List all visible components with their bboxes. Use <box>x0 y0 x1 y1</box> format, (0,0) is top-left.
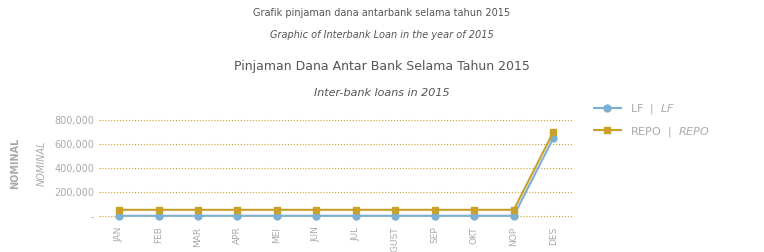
Text: Pinjaman Dana Antar Bank Selama Tahun 2015: Pinjaman Dana Antar Bank Selama Tahun 20… <box>234 60 530 74</box>
Text: Inter-bank loans in 2015: Inter-bank loans in 2015 <box>314 88 450 98</box>
Text: Grafik pinjaman dana antarbank selama tahun 2015: Grafik pinjaman dana antarbank selama ta… <box>254 8 510 18</box>
Text: Graphic of Interbank Loan in the year of 2015: Graphic of Interbank Loan in the year of… <box>270 30 494 40</box>
Text: NOMINAL: NOMINAL <box>37 141 47 186</box>
Text: NOMINAL: NOMINAL <box>10 138 21 190</box>
Legend: LF  |  $LF$, REPO  |  $REPO$: LF | $LF$, REPO | $REPO$ <box>588 97 716 145</box>
